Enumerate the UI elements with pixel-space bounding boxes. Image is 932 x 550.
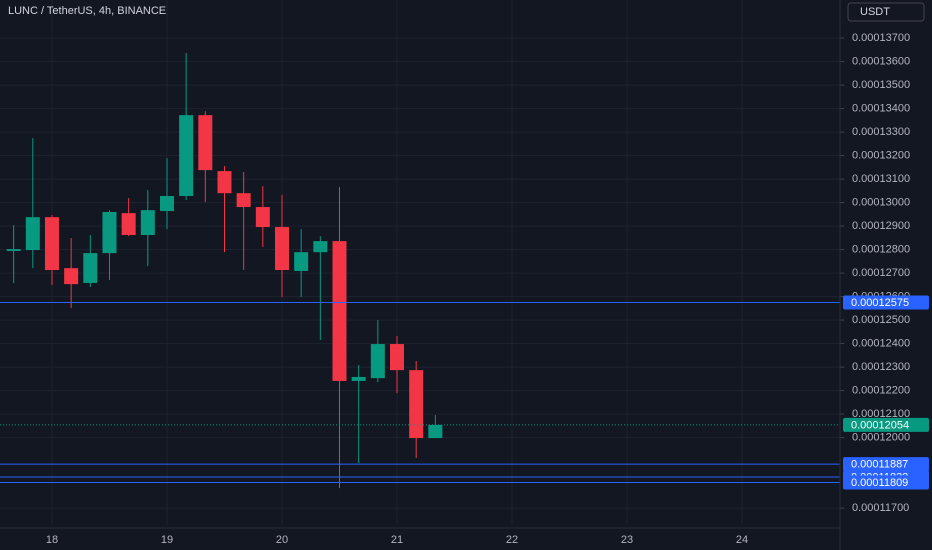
candle-body <box>370 344 385 379</box>
candle-body <box>102 211 117 254</box>
candle-body <box>121 213 136 236</box>
candle-body <box>198 115 213 171</box>
y-tick-label: 0.00013200 <box>852 149 910 161</box>
candle-body <box>6 249 21 251</box>
candle-body <box>255 207 270 228</box>
y-tick-label: 0.00012500 <box>852 314 910 326</box>
candle-body <box>140 210 155 236</box>
hline-label: 0.00011887 <box>851 459 908 471</box>
y-tick-label: 0.00013300 <box>852 126 910 138</box>
hline-label-box <box>843 295 929 310</box>
candle-body <box>25 217 40 251</box>
currency-label[interactable]: USDT <box>860 6 890 18</box>
y-tick-label: 0.00012200 <box>852 384 910 396</box>
candle-body <box>44 217 59 271</box>
candle-body <box>389 344 404 371</box>
y-tick-label: 0.00012800 <box>852 243 910 255</box>
hline-label: 0.00012575 <box>851 297 909 309</box>
x-tick-label: 22 <box>506 534 518 546</box>
candle-body <box>64 268 79 285</box>
candle-body <box>274 227 289 271</box>
y-tick-label: 0.00013500 <box>852 79 910 91</box>
x-tick-label: 21 <box>391 534 403 546</box>
candles <box>0 53 840 489</box>
y-tick-label: 0.00013100 <box>852 173 910 185</box>
y-tick-label: 0.00013600 <box>852 55 910 67</box>
y-tick-label: 0.00013700 <box>852 32 910 44</box>
hline-label-box <box>843 457 929 472</box>
candle-body <box>313 241 328 253</box>
y-tick-label: 0.00012100 <box>852 408 910 420</box>
candle-body <box>409 370 424 439</box>
y-tick-label: 0.00012300 <box>852 361 910 373</box>
candle-body <box>294 252 309 271</box>
last-price-label: 0.00012054 <box>851 419 909 431</box>
y-tick-label: 0.00012400 <box>852 337 910 349</box>
y-tick-label: 0.00013000 <box>852 196 910 208</box>
y-tick-label: 0.00013400 <box>852 102 910 114</box>
currency-button[interactable] <box>847 2 925 22</box>
candle-body <box>217 171 232 194</box>
candle-body <box>332 241 347 381</box>
candle-body <box>351 376 366 381</box>
y-tick-label: 0.00012000 <box>852 431 910 443</box>
x-tick-label: 24 <box>736 534 748 546</box>
grid <box>0 0 840 525</box>
x-tick-label: 19 <box>161 534 173 546</box>
chart-title: LUNC / TetherUS, 4h, BINANCE <box>8 5 166 17</box>
candle-body <box>159 195 174 212</box>
candle-body <box>83 253 98 283</box>
hline-label-box <box>843 475 929 490</box>
candle-body <box>236 193 251 208</box>
candle-body <box>179 115 194 196</box>
x-tick-label: 23 <box>621 534 633 546</box>
last-price-label-box <box>843 417 929 432</box>
x-tick-label: 20 <box>276 534 288 546</box>
y-tick-label: 0.00012700 <box>852 267 910 279</box>
hline-label: 0.00011809 <box>851 477 908 489</box>
x-tick-label: 18 <box>46 534 58 546</box>
y-tick-label: 0.00012900 <box>852 220 910 232</box>
candle-body <box>428 424 443 439</box>
y-tick-label: 0.00011700 <box>852 502 909 514</box>
